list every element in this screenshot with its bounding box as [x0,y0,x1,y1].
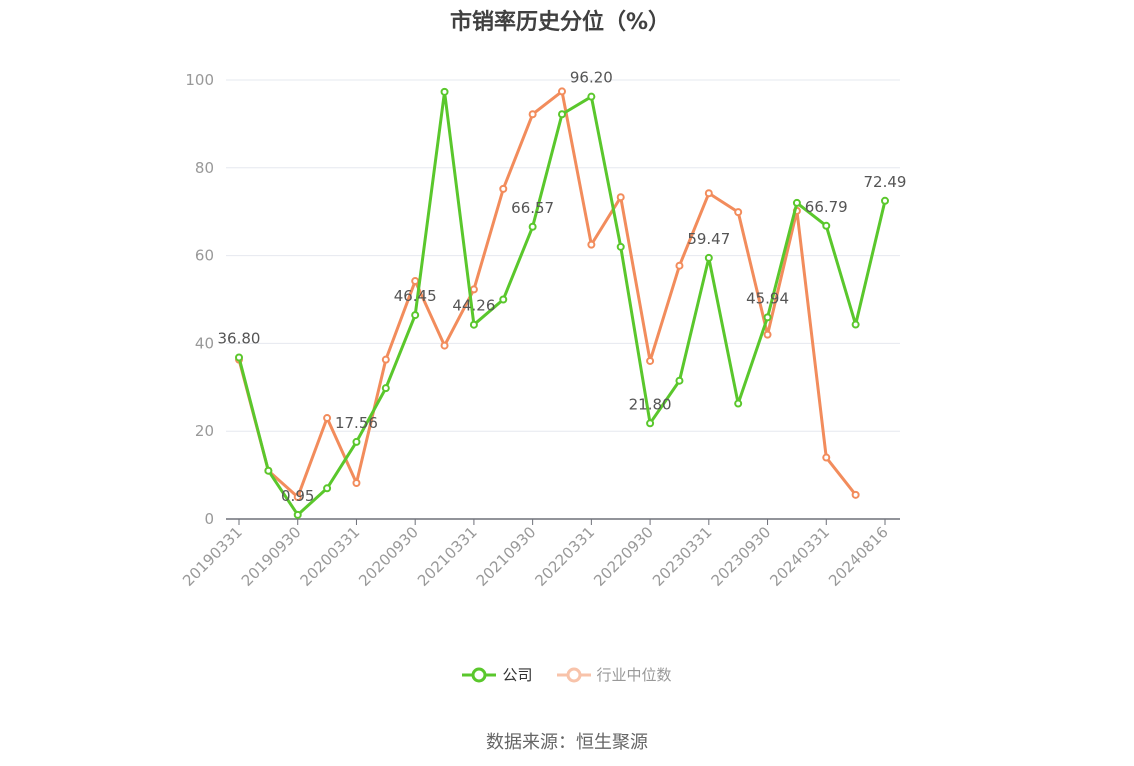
data-label: 21.80 [629,395,672,413]
series-line-industry-median [237,89,857,499]
data-label: 66.79 [805,198,848,216]
legend-item-company[interactable]: 公司 [462,664,533,685]
x-tick-label: 20200930 [355,523,422,590]
y-tick-label: 40 [195,334,214,352]
data-point-company[interactable] [323,484,332,493]
data-label: 36.80 [218,329,261,347]
x-tick-label: 20230331 [649,523,716,590]
axes: 0 20 40 60 80 100 2019033120190930202003312020… [179,71,900,590]
y-tick-label: 100 [185,71,214,89]
data-point-company[interactable] [616,242,625,251]
x-tick-label: 20240331 [766,523,833,590]
y-tick-label: 80 [195,159,214,177]
data-labels: 36.80 0.95 17.56 46.45 44.26 66.57 96.20 21.80 5… [218,69,907,505]
y-tick-label: 20 [195,422,214,440]
data-point-industry-median[interactable] [851,490,860,499]
data-point-company[interactable] [293,510,302,519]
data-label: 59.47 [687,230,730,248]
data-label: 66.57 [511,199,554,217]
data-point-company[interactable] [411,311,420,320]
data-point-company[interactable] [499,295,508,304]
data-point-industry-median[interactable] [763,330,772,339]
data-point-industry-median[interactable] [293,493,302,502]
legend-swatch-company [462,667,497,682]
data-point-industry-median[interactable] [675,261,684,270]
data-point-company[interactable] [792,198,801,207]
data-label: 44.26 [452,297,495,315]
data-source: 数据来源：恒生聚源 [486,732,648,753]
legend-label-industry-median: 行业中位数 [596,666,672,684]
grid-lines [226,79,900,432]
x-tick-label: 20220331 [531,523,598,590]
x-tick-label: 20230930 [708,523,775,590]
legend-swatch-industry-median [556,667,591,682]
data-point-company[interactable] [352,437,361,446]
legend-label-company: 公司 [502,666,533,684]
data-point-company[interactable] [469,320,478,329]
data-point-industry-median[interactable] [646,356,655,365]
data-point-industry-median[interactable] [411,277,420,286]
data-point-company[interactable] [763,313,772,322]
data-label: 72.49 [864,173,907,191]
data-point-company[interactable] [734,399,743,408]
data-point-company[interactable] [558,110,566,119]
data-point-industry-median[interactable] [499,184,508,193]
x-tick-label: 20210331 [414,523,481,590]
legend-item-industry-median[interactable]: 行业中位数 [556,664,672,685]
x-tick-label: 20240816 [825,523,892,590]
data-point-industry-median[interactable] [381,355,390,364]
x-tick-label: 20220930 [590,523,657,590]
data-point-industry-median[interactable] [558,87,566,96]
x-tick-label: 20190331 [179,523,246,590]
data-point-company[interactable] [881,196,889,205]
data-point-industry-median[interactable] [323,414,332,423]
data-label: 0.95 [281,487,314,505]
data-point-industry-median[interactable] [469,285,478,294]
data-point-industry-median[interactable] [528,110,537,119]
data-point-company[interactable] [264,466,273,475]
data-point-company[interactable] [704,253,713,262]
data-point-industry-median[interactable] [734,208,743,217]
data-point-industry-median[interactable] [440,341,449,350]
data-point-company[interactable] [822,221,831,230]
data-point-industry-median[interactable] [822,453,831,462]
y-tick-label: 0 [204,510,214,528]
chart-title: 市销率历史分位（%） [449,10,671,35]
data-label: 17.56 [335,414,378,432]
series-lines [235,87,889,519]
data-point-company[interactable] [440,87,449,96]
data-point-company[interactable] [528,222,537,231]
data-point-company[interactable] [851,320,860,329]
legend: 公司 行业中位数 [0,664,1134,685]
data-point-company[interactable] [675,376,684,385]
x-tick-label: 20210930 [473,523,540,590]
data-point-company[interactable] [381,384,390,393]
data-label: 96.20 [570,69,613,87]
y-tick-label: 60 [195,247,214,265]
data-label: 46.45 [394,287,437,305]
x-tick-label: 20190930 [238,523,305,590]
data-point-industry-median[interactable] [704,189,713,198]
data-point-company[interactable] [646,419,655,428]
data-point-industry-median[interactable] [587,240,596,249]
data-label: 45.94 [746,289,789,307]
data-point-company[interactable] [235,353,243,362]
data-point-industry-median[interactable] [352,479,361,488]
data-point-company[interactable] [587,92,596,101]
data-point-industry-median[interactable] [616,193,625,202]
x-tick-label: 20200331 [297,523,364,590]
